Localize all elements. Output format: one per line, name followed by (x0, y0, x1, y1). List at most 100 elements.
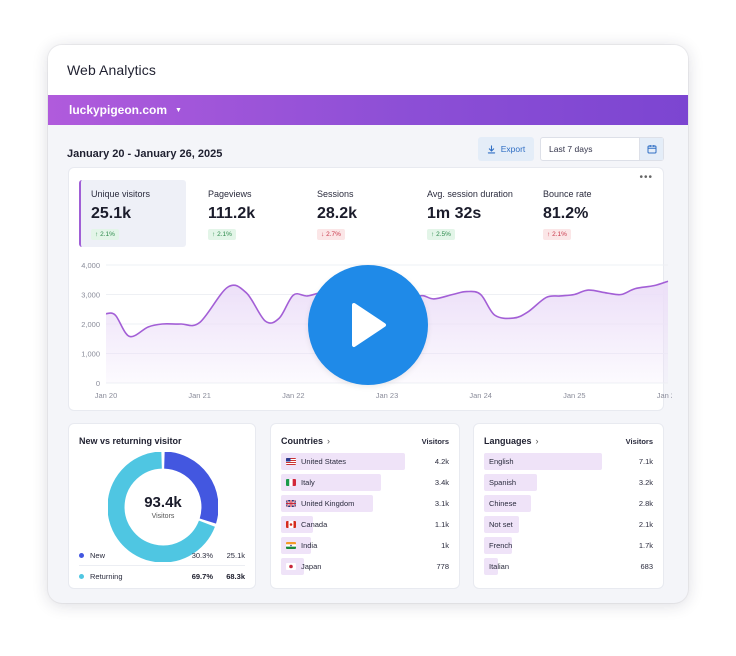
metric-value: 1m 32s (427, 205, 482, 222)
language-row[interactable]: Chinese 2.8k (484, 495, 653, 512)
column-header: Visitors (421, 437, 449, 446)
x-tick-label: Jan 26 (657, 391, 672, 400)
language-name: French (489, 541, 513, 550)
export-label: Export (500, 144, 526, 154)
country-row[interactable]: Italy 3.4k (281, 474, 449, 491)
language-row[interactable]: French 1.7k (484, 537, 653, 554)
languages-card: Languages › Visitors English 7.1k Spanish 3.… (473, 423, 664, 589)
in-flag-icon (286, 542, 296, 549)
metric-label: Pageviews (208, 189, 252, 199)
language-bar (484, 495, 531, 512)
y-tick-label: 3,000 (81, 291, 100, 300)
metric-value: 111.2k (208, 205, 256, 222)
language-bar (484, 474, 538, 491)
metric-value: 81.2% (543, 205, 589, 222)
change-badge: ↓ 2.7% (317, 229, 345, 240)
language-bar (484, 516, 519, 533)
column-header: Visitors (625, 437, 653, 446)
language-row[interactable]: Not set 2.1k (484, 516, 653, 533)
metric-unique-visitors[interactable]: Unique visitors 25.1k ↑ 2.1% (79, 180, 186, 247)
chevron-right-icon: › (535, 436, 539, 446)
language-bar (484, 537, 513, 554)
country-row[interactable]: United States 4.2k (281, 453, 449, 470)
country-name: Japan (301, 562, 322, 571)
play-icon (352, 303, 386, 347)
country-label: United Kingdom (286, 495, 354, 512)
language-label: Italian (489, 558, 509, 575)
site-selector[interactable]: luckypigeon.com ▼ (48, 95, 688, 125)
language-label: Chinese (489, 495, 517, 512)
toolbar-row: January 20 - January 26, 2025 Export Las… (48, 137, 688, 169)
returning-dot-icon (79, 573, 84, 579)
site-name: luckypigeon.com (69, 103, 168, 117)
language-row[interactable]: English 7.1k (484, 453, 653, 470)
x-tick-label: Jan 20 (95, 391, 118, 400)
legend-row-new: New 30.3% 25.1k (79, 545, 245, 565)
more-options-icon[interactable]: ••• (639, 172, 653, 183)
export-button[interactable]: Export (478, 137, 534, 161)
change-badge: ↑ 2.1% (543, 229, 571, 240)
language-name: English (489, 457, 514, 466)
play-video-button[interactable] (308, 265, 428, 385)
languages-title-link[interactable]: Languages › (484, 436, 539, 446)
countries-title-link[interactable]: Countries › (281, 436, 331, 446)
language-count: 2.1k (638, 520, 653, 529)
country-label: Italy (286, 474, 315, 491)
metric-sessions[interactable]: Sessions 28.2k ↓ 2.7% (307, 180, 407, 247)
change-badge: ↑ 2.5% (427, 229, 455, 240)
jp-flag-icon (286, 563, 296, 570)
language-bar (484, 453, 602, 470)
country-row[interactable]: United Kingdom 3.1k (281, 495, 449, 512)
donut-slice-returning[interactable] (108, 452, 215, 562)
country-bar (281, 474, 382, 491)
country-row[interactable]: Canada 1.1k (281, 516, 449, 533)
country-label: India (286, 537, 317, 554)
country-row[interactable]: India 1k (281, 537, 449, 554)
period-select[interactable]: Last 7 days (540, 137, 664, 161)
y-tick-label: 1,000 (81, 350, 100, 359)
new-dot-icon (79, 552, 84, 558)
us-flag-icon (286, 458, 296, 465)
country-row[interactable]: Japan 778 (281, 558, 449, 575)
y-tick-label: 2,000 (81, 320, 100, 329)
donut-total-label: Visitors (151, 513, 175, 520)
language-name: Italian (489, 562, 510, 571)
metric-label: Sessions (317, 189, 354, 199)
country-bar (281, 495, 373, 512)
x-tick-label: Jan 22 (282, 391, 305, 400)
visitor-donut-chart (108, 452, 218, 562)
language-count: 2.8k (638, 499, 653, 508)
x-tick-label: Jan 24 (469, 391, 492, 400)
metric-pageviews[interactable]: Pageviews 111.2k ↑ 2.1% (198, 180, 298, 247)
language-label: French (489, 537, 512, 554)
metric-avg-session-duration[interactable]: Avg. session duration 1m 32s ↑ 2.5% (417, 180, 527, 247)
x-tick-label: Jan 25 (563, 391, 586, 400)
metric-bounce-rate[interactable]: Bounce rate 81.2% ↑ 2.1% (533, 180, 633, 247)
caret-down-icon: ▼ (175, 106, 182, 114)
it-flag-icon (286, 479, 296, 486)
app-title: Web Analytics (48, 45, 688, 95)
language-count: 683 (640, 562, 653, 571)
country-name: India (301, 541, 318, 550)
language-count: 1.7k (638, 541, 653, 550)
language-name: Chinese (489, 499, 517, 508)
calendar-button[interactable] (639, 138, 663, 160)
download-icon (487, 144, 495, 153)
country-name: Canada (301, 520, 328, 529)
donut-slice-new[interactable] (163, 452, 218, 524)
chevron-right-icon: › (327, 436, 331, 446)
y-tick-label: 4,000 (81, 261, 100, 270)
metric-label: Bounce rate (543, 189, 592, 199)
divider (79, 565, 245, 566)
language-bar (484, 558, 498, 575)
language-label: Not set (489, 516, 513, 533)
country-count: 3.4k (434, 478, 449, 487)
metric-label: Avg. session duration (427, 189, 513, 199)
language-name: Not set (489, 520, 513, 529)
country-name: United Kingdom (301, 499, 355, 508)
language-label: Spanish (489, 474, 516, 491)
x-tick-label: Jan 23 (376, 391, 399, 400)
language-row[interactable]: Spanish 3.2k (484, 474, 653, 491)
language-row[interactable]: Italian 683 (484, 558, 653, 575)
period-value: Last 7 days (549, 144, 593, 154)
